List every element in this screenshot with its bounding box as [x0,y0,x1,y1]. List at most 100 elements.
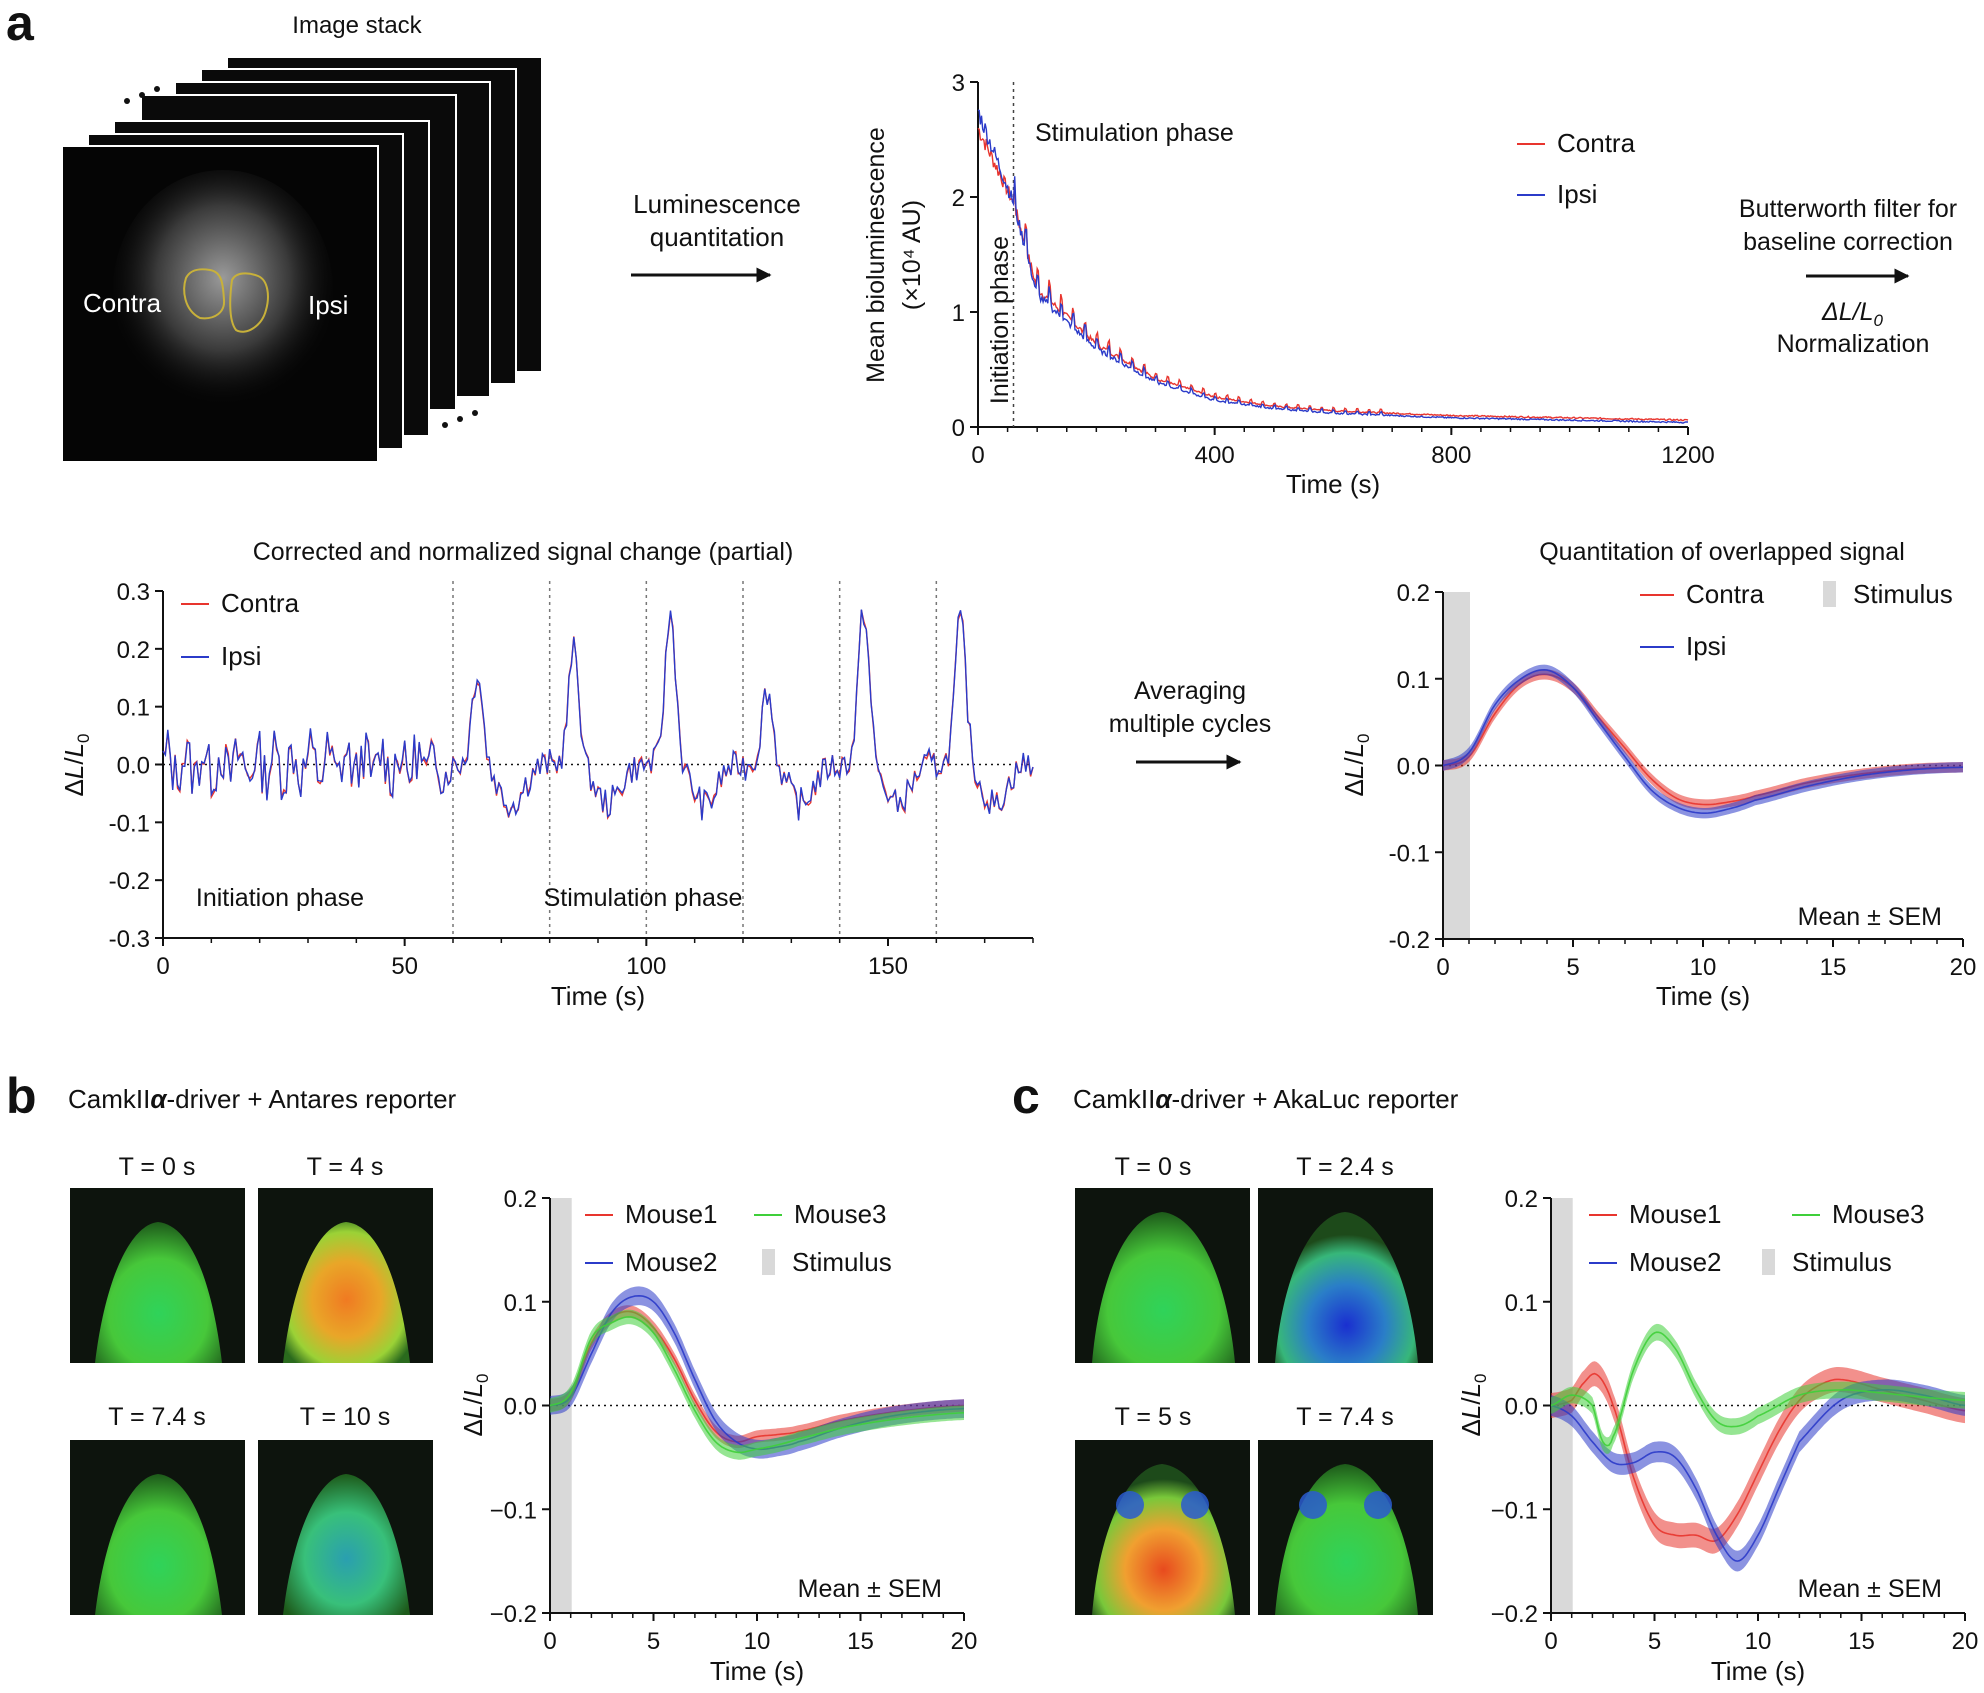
arrow1-line1: Luminescence [633,189,801,219]
panel-letter-b: b [6,1068,37,1124]
x-tick-label: 800 [1431,442,1471,469]
thumb-c-label-3: T = 7.4 s [1296,1403,1394,1431]
sem-band-mouse2 [550,1286,964,1459]
y-tick-label: 0.0 [1505,1394,1538,1421]
y-axis-label: ΔL/L0 [458,1374,492,1437]
y-tick-label: -0.1 [109,810,150,837]
chart-title: Corrected and normalized signal change (… [253,538,794,566]
x-tick-label: 400 [1195,442,1235,469]
legend-label-stimulus: Stimulus [1853,579,1953,609]
y-tick-label: 0.0 [117,753,150,780]
x-tick-label: 20 [1950,954,1977,981]
chart-akaluc: 0 5 10 15 20 −0.2 −0.1 0.0 0.1 0.2 Time (s) ΔL/L0 Mo… [1456,1186,1978,1686]
legend-label-ipsi: Ipsi [221,641,261,671]
legend-label-mouse3: Mouse3 [794,1199,887,1229]
sem-band-mouse3 [550,1309,964,1460]
chart-title: Quantitation of overlapped signal [1539,538,1905,566]
stack-title: Image stack [292,12,422,39]
panel-c-title: CamkIIα-driver + AkaLuc reporter [1073,1084,1459,1114]
thumb-b-label-1: T = 4 s [307,1153,384,1181]
legend-label-contra: Contra [221,588,300,618]
panel-b-title: CamkIIα-driver + Antares reporter [68,1084,457,1114]
x-tick-label: 0 [1544,1628,1557,1655]
mean-sem-note: Mean ± SEM [1798,903,1942,931]
legend-label-mouse2: Mouse2 [625,1247,718,1277]
y-tick-label: −0.2 [1491,1601,1538,1628]
chart-overlapped-signal: Quantitation of overlapped signal 0 5 10 15 2… [1339,538,1976,1011]
thumb-c-label-1: T = 2.4 s [1296,1153,1394,1181]
y-tick-label: 0 [952,415,965,442]
x-tick-label: 150 [868,953,908,980]
x-tick-label: 10 [1690,954,1717,981]
y-tick-label: −0.1 [490,1497,537,1524]
roi-contra-outline [183,268,226,320]
y-tick-label: 0.2 [504,1186,537,1213]
x-axis-label: Time (s) [710,1656,804,1686]
series-line-ipsi [977,109,1689,424]
y-tick-label: −0.2 [490,1601,537,1628]
panel-c-thumbnails: T = 0 s T = 2.4 s T = 5 s T = 7.4 s [1075,1153,1433,1615]
y-tick-label: -0.1 [1389,840,1430,867]
thumb-c-label-0: T = 0 s [1115,1153,1192,1181]
y-axis-label: Mean bioluminescence [862,127,890,383]
thumb-b-1 [258,1188,433,1363]
y-tick-label: 0.0 [1397,754,1430,781]
x-tick-label: 5 [1648,1628,1661,1655]
y-tick-label: 0.2 [117,637,150,664]
y-axis-label: ΔL/L0 [1456,1374,1490,1437]
y-tick-label: 0.1 [1505,1290,1538,1317]
x-tick-label: 15 [847,1628,874,1655]
x-tick-label: 0 [971,442,984,469]
panel-letter-c: c [1012,1068,1040,1124]
annotation-stimulation: Stimulation phase [544,884,743,912]
series-line-contra [1442,673,1964,806]
x-axis-label: Time (s) [551,981,645,1011]
x-tick-label: 100 [626,953,666,980]
y-tick-label: 2 [952,185,965,212]
thumb-b-2 [70,1440,245,1615]
stack-dots-bottom [442,410,478,428]
y-tick-label: −0.1 [1491,1497,1538,1524]
thumb-c-0 [1075,1188,1250,1363]
thumb-c-3 [1258,1440,1433,1615]
y-tick-label: -0.2 [1389,927,1430,954]
sem-band-mouse1 [1551,1361,1965,1554]
x-axis-label: Time (s) [1656,981,1750,1011]
legend-label-ipsi: Ipsi [1686,631,1726,661]
legend-swatch-stimulus [1762,1249,1775,1275]
thumb-b-3 [258,1440,433,1615]
y-axis-label: ΔL/L0 [1339,734,1373,797]
arrow2-norm-text: Normalization [1777,330,1930,358]
y-tick-label: 0.2 [1397,580,1430,607]
sem-band-mouse1 [550,1305,964,1449]
legend-swatch-stimulus [1823,581,1836,607]
annotation-initiation: Initiation phase [986,236,1014,404]
roi-ipsi-outline [229,272,269,333]
thumb-c-2 [1075,1440,1250,1615]
y-tick-label: -0.2 [109,868,150,895]
y-tick-label: -0.3 [109,926,150,953]
arrow1-line2: quantitation [650,222,784,252]
thumb-b-label-0: T = 0 s [119,1153,196,1181]
legend-label-mouse2: Mouse2 [1629,1247,1722,1277]
chart-raw-bioluminescence: 0 400 800 1200 0 1 2 3 Time (s) Stimulation phase… [862,70,1715,499]
y-tick-label: 1 [952,300,965,327]
x-tick-label: 5 [647,1628,660,1655]
thumb-c-label-2: T = 5 s [1115,1403,1192,1431]
series-line-mouse3 [1550,1331,1966,1447]
y-tick-label: 0.0 [504,1394,537,1421]
roi-contra-label: Contra [83,288,162,318]
legend-label-mouse1: Mouse1 [1629,1199,1722,1229]
series-line-contra [162,609,1034,821]
arrow-butterworth: Butterworth filter for baseline correcti… [1739,195,1957,358]
x-tick-label: 0 [156,953,169,980]
x-tick-label: 0 [1436,954,1449,981]
x-tick-label: 10 [1745,1628,1772,1655]
x-tick-label: 20 [1952,1628,1979,1655]
roi-ipsi-label: Ipsi [308,290,348,320]
series-line-ipsi [1442,668,1964,814]
x-tick-label: 15 [1848,1628,1875,1655]
x-tick-label: 15 [1820,954,1847,981]
chart-antares: 0 5 10 15 20 −0.2 −0.1 0.0 0.1 0.2 Time (s) ΔL/L0 Mo… [458,1186,977,1686]
